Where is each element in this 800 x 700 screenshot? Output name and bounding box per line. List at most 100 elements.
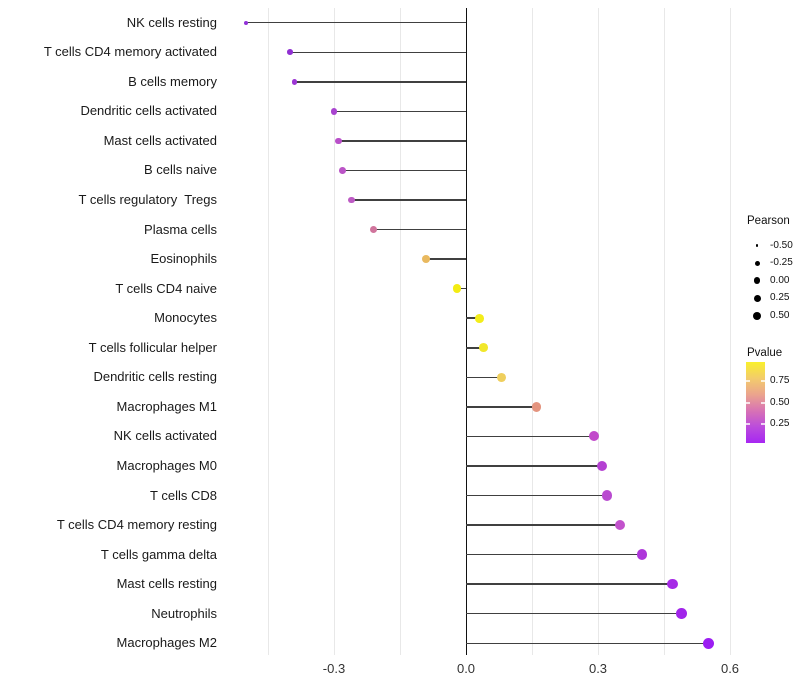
- colorbar-tick-label: 0.50: [770, 397, 790, 408]
- gridline: [664, 8, 665, 655]
- lollipop-dot: [369, 225, 378, 234]
- x-tick-label: -0.3: [322, 661, 346, 676]
- lollipop-stem: [466, 494, 607, 497]
- lollipop-dot: [474, 313, 484, 323]
- x-tick-label: 0.0: [456, 661, 476, 676]
- row-label: Neutrophils: [151, 605, 217, 621]
- lollipop-dot: [496, 372, 506, 382]
- colorbar-tick-mark: [761, 423, 765, 425]
- legend-size-dot: [754, 260, 760, 266]
- row-label: B cells memory: [128, 73, 217, 89]
- row-label: Mast cells activated: [103, 132, 217, 148]
- row-label: Mast cells resting: [116, 576, 217, 592]
- lollipop-dot: [339, 167, 347, 174]
- lollipop-stem: [466, 376, 502, 379]
- lollipop-stem: [466, 612, 682, 615]
- legend-size-label: 0.25: [770, 292, 790, 303]
- colorbar-tick-mark: [761, 380, 765, 382]
- gridline: [730, 8, 731, 655]
- row-label: Plasma cells: [144, 221, 217, 237]
- colorbar-tick-mark: [746, 380, 750, 382]
- legend-size-title: Pearson: [747, 215, 790, 227]
- legend-size-dot: [755, 244, 759, 247]
- row-label: T cells regulatory Tregs: [78, 192, 217, 207]
- gridline: [334, 8, 335, 655]
- lollipop-dot: [702, 637, 714, 649]
- gridline: [598, 8, 599, 655]
- row-label: T cells CD4 memory activated: [43, 44, 217, 60]
- lollipop-stem: [246, 21, 466, 24]
- lollipop-stem: [351, 199, 466, 201]
- lollipop-dot: [291, 78, 298, 85]
- lollipop-stem: [466, 317, 480, 319]
- lollipop-stem: [426, 258, 466, 260]
- legend-size-label: -0.50: [770, 239, 793, 251]
- gridline: [532, 8, 533, 655]
- colorbar-tick-mark: [746, 402, 750, 404]
- legend-size-dot: [753, 311, 761, 320]
- row-label: Monocytes: [154, 310, 217, 326]
- legend-size-label: 0.50: [770, 309, 790, 321]
- gridline: [268, 8, 269, 655]
- lollipop-dot: [243, 20, 249, 25]
- legend-size-dot: [753, 277, 761, 284]
- lollipop-stem: [466, 435, 594, 438]
- lollipop-stem: [466, 524, 620, 526]
- lollipop-dot: [479, 343, 488, 353]
- gridline: [400, 8, 401, 655]
- row-label: T cells CD4 memory resting: [56, 517, 217, 533]
- lollipop-dot: [588, 431, 599, 442]
- lollipop-dot: [422, 255, 431, 264]
- lollipop-stem: [338, 140, 466, 142]
- row-label: T cells follicular helper: [88, 339, 217, 355]
- colorbar-tick-mark: [746, 423, 750, 425]
- lollipop-stem: [457, 287, 466, 290]
- row-label: T cells CD8: [150, 487, 217, 503]
- lollipop-stem: [466, 642, 708, 644]
- lollipop-stem: [466, 406, 537, 408]
- legend-size-label: 0.00: [770, 274, 790, 286]
- x-tick-label: 0.3: [588, 661, 608, 676]
- lollipop-stem: [342, 169, 466, 172]
- lollipop-dot: [676, 608, 687, 620]
- pvalue-colorbar: [746, 362, 765, 443]
- lollipop-dot: [636, 549, 648, 560]
- row-label: NK cells resting: [126, 14, 217, 30]
- lollipop-dot: [614, 519, 626, 531]
- lollipop-dot: [531, 402, 542, 412]
- row-label: Macrophages M0: [116, 457, 217, 473]
- colorbar-tick-label: 0.25: [770, 418, 790, 429]
- lollipop-dot: [335, 137, 342, 145]
- row-label: T cells CD4 naive: [115, 280, 217, 296]
- lollipop-dot: [287, 49, 293, 56]
- row-label: Eosinophils: [150, 251, 218, 267]
- lollipop-dot: [601, 490, 612, 501]
- row-label: B cells naive: [144, 162, 217, 178]
- row-label: NK cells activated: [113, 428, 217, 444]
- legend-colorbar-title: Pvalue: [747, 347, 783, 359]
- row-label: Macrophages M2: [116, 635, 217, 651]
- lollipop-dot: [597, 460, 608, 471]
- lollipop-stem: [466, 583, 673, 585]
- lollipop-stem: [334, 110, 466, 113]
- row-label: Macrophages M1: [116, 398, 217, 414]
- zero-reference-line: [466, 8, 467, 655]
- x-tick-label: 0.6: [720, 661, 740, 676]
- lollipop-stem: [466, 465, 603, 467]
- lollipop-stem: [466, 553, 642, 556]
- colorbar-tick-label: 0.75: [770, 375, 790, 386]
- lollipop-stem: [466, 347, 484, 349]
- row-label: T cells gamma delta: [100, 546, 217, 562]
- lollipop-stem: [294, 81, 466, 83]
- lollipop-dot: [348, 196, 356, 204]
- row-label: Dendritic cells resting: [93, 369, 217, 385]
- lollipop-dot: [452, 284, 462, 293]
- lollipop-dot: [667, 578, 679, 590]
- legend-size-dot: [753, 294, 761, 302]
- row-label: Dendritic cells activated: [80, 103, 217, 119]
- legend-size-label: -0.25: [770, 257, 793, 268]
- lollipop-stem: [290, 51, 466, 53]
- lollipop-dot: [330, 108, 338, 115]
- lollipop-stem: [373, 228, 466, 231]
